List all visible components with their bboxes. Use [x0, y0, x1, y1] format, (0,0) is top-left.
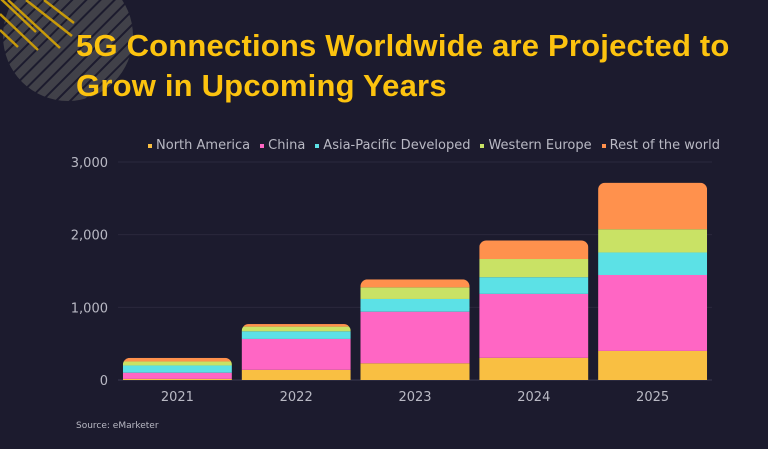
legend-swatch: [260, 143, 265, 148]
legend-swatch: [148, 143, 153, 148]
bar-segment-north-america-2021: [122, 378, 232, 380]
bar-segment-western-europe-2021: [122, 361, 232, 366]
x-tick-label: 2025: [636, 390, 669, 405]
bar-stack-2023: [360, 279, 470, 380]
legend-label: North America: [156, 138, 251, 153]
bar-segment-china-2022: [241, 338, 351, 370]
legend-swatch: [315, 143, 320, 148]
bar-segment-asia-pacific-developed-2023: [360, 298, 470, 312]
bar-segment-asia-pacific-developed-2024: [479, 277, 589, 294]
bar-stack-2025: [598, 182, 708, 380]
x-tick-label: 2021: [161, 390, 194, 405]
legend-label: Western Europe: [488, 138, 592, 153]
bar-stack-2024: [479, 240, 589, 380]
legend-item: North America: [148, 138, 250, 153]
bar-segment-western-europe-2025: [598, 229, 708, 253]
bar-segment-north-america-2022: [241, 369, 351, 380]
legend-item: Western Europe: [480, 138, 592, 153]
bar-segment-rest-of-the-world-2025: [598, 182, 708, 230]
x-tick-label: 2024: [517, 390, 550, 405]
bar-segment-rest-of-the-world-2021: [122, 357, 232, 362]
y-tick-label: 1,000: [71, 301, 108, 316]
legend-item: Asia-Pacific Developed: [315, 138, 470, 153]
legend-label: China: [268, 138, 306, 153]
legend-label: Asia-Pacific Developed: [323, 138, 471, 153]
legend-item: Rest of the world: [601, 138, 720, 153]
bar-segment-china-2021: [122, 372, 232, 379]
bar-segment-north-america-2023: [360, 363, 470, 380]
y-tick-label: 2,000: [71, 229, 108, 244]
legend-item: China: [260, 138, 305, 153]
legend-label: Rest of the world: [609, 138, 720, 153]
y-tick-label: 0: [100, 374, 108, 389]
bar-segment-north-america-2024: [479, 357, 589, 380]
x-tick-label: 2023: [398, 390, 431, 405]
bar-stack-2022: [241, 324, 351, 380]
bar-segment-rest-of-the-world-2024: [479, 240, 589, 260]
bar-segment-western-europe-2022: [241, 326, 351, 332]
bar-stack-2021: [122, 357, 232, 380]
title-text: 5G Connections Worldwide are Projected t…: [76, 28, 730, 103]
legend-swatch: [480, 143, 485, 148]
source-note: Source: eMarketer: [76, 421, 159, 431]
y-tick-label: 3,000: [71, 156, 108, 171]
legend-swatch: [601, 143, 606, 148]
bar-segment-rest-of-the-world-2022: [241, 324, 351, 327]
bar-segment-western-europe-2023: [360, 287, 470, 299]
bar-segment-china-2023: [360, 311, 470, 364]
bar-segment-asia-pacific-developed-2022: [241, 331, 351, 339]
bar-segment-north-america-2025: [598, 350, 708, 380]
bar-segment-china-2025: [598, 274, 708, 351]
striped-circle-decoration: [0, 0, 133, 101]
legend: North America China Asia-Pacific Developed…: [120, 138, 720, 153]
bar-segment-asia-pacific-developed-2021: [122, 365, 232, 373]
bar-segment-asia-pacific-developed-2025: [598, 252, 708, 275]
bar-segment-china-2024: [479, 293, 589, 358]
chart-title: 5G Connections Worldwide are Projected t…: [76, 26, 768, 106]
bar-segment-rest-of-the-world-2023: [360, 279, 470, 288]
bar-segment-western-europe-2024: [479, 259, 589, 278]
x-tick-label: 2022: [280, 390, 313, 405]
